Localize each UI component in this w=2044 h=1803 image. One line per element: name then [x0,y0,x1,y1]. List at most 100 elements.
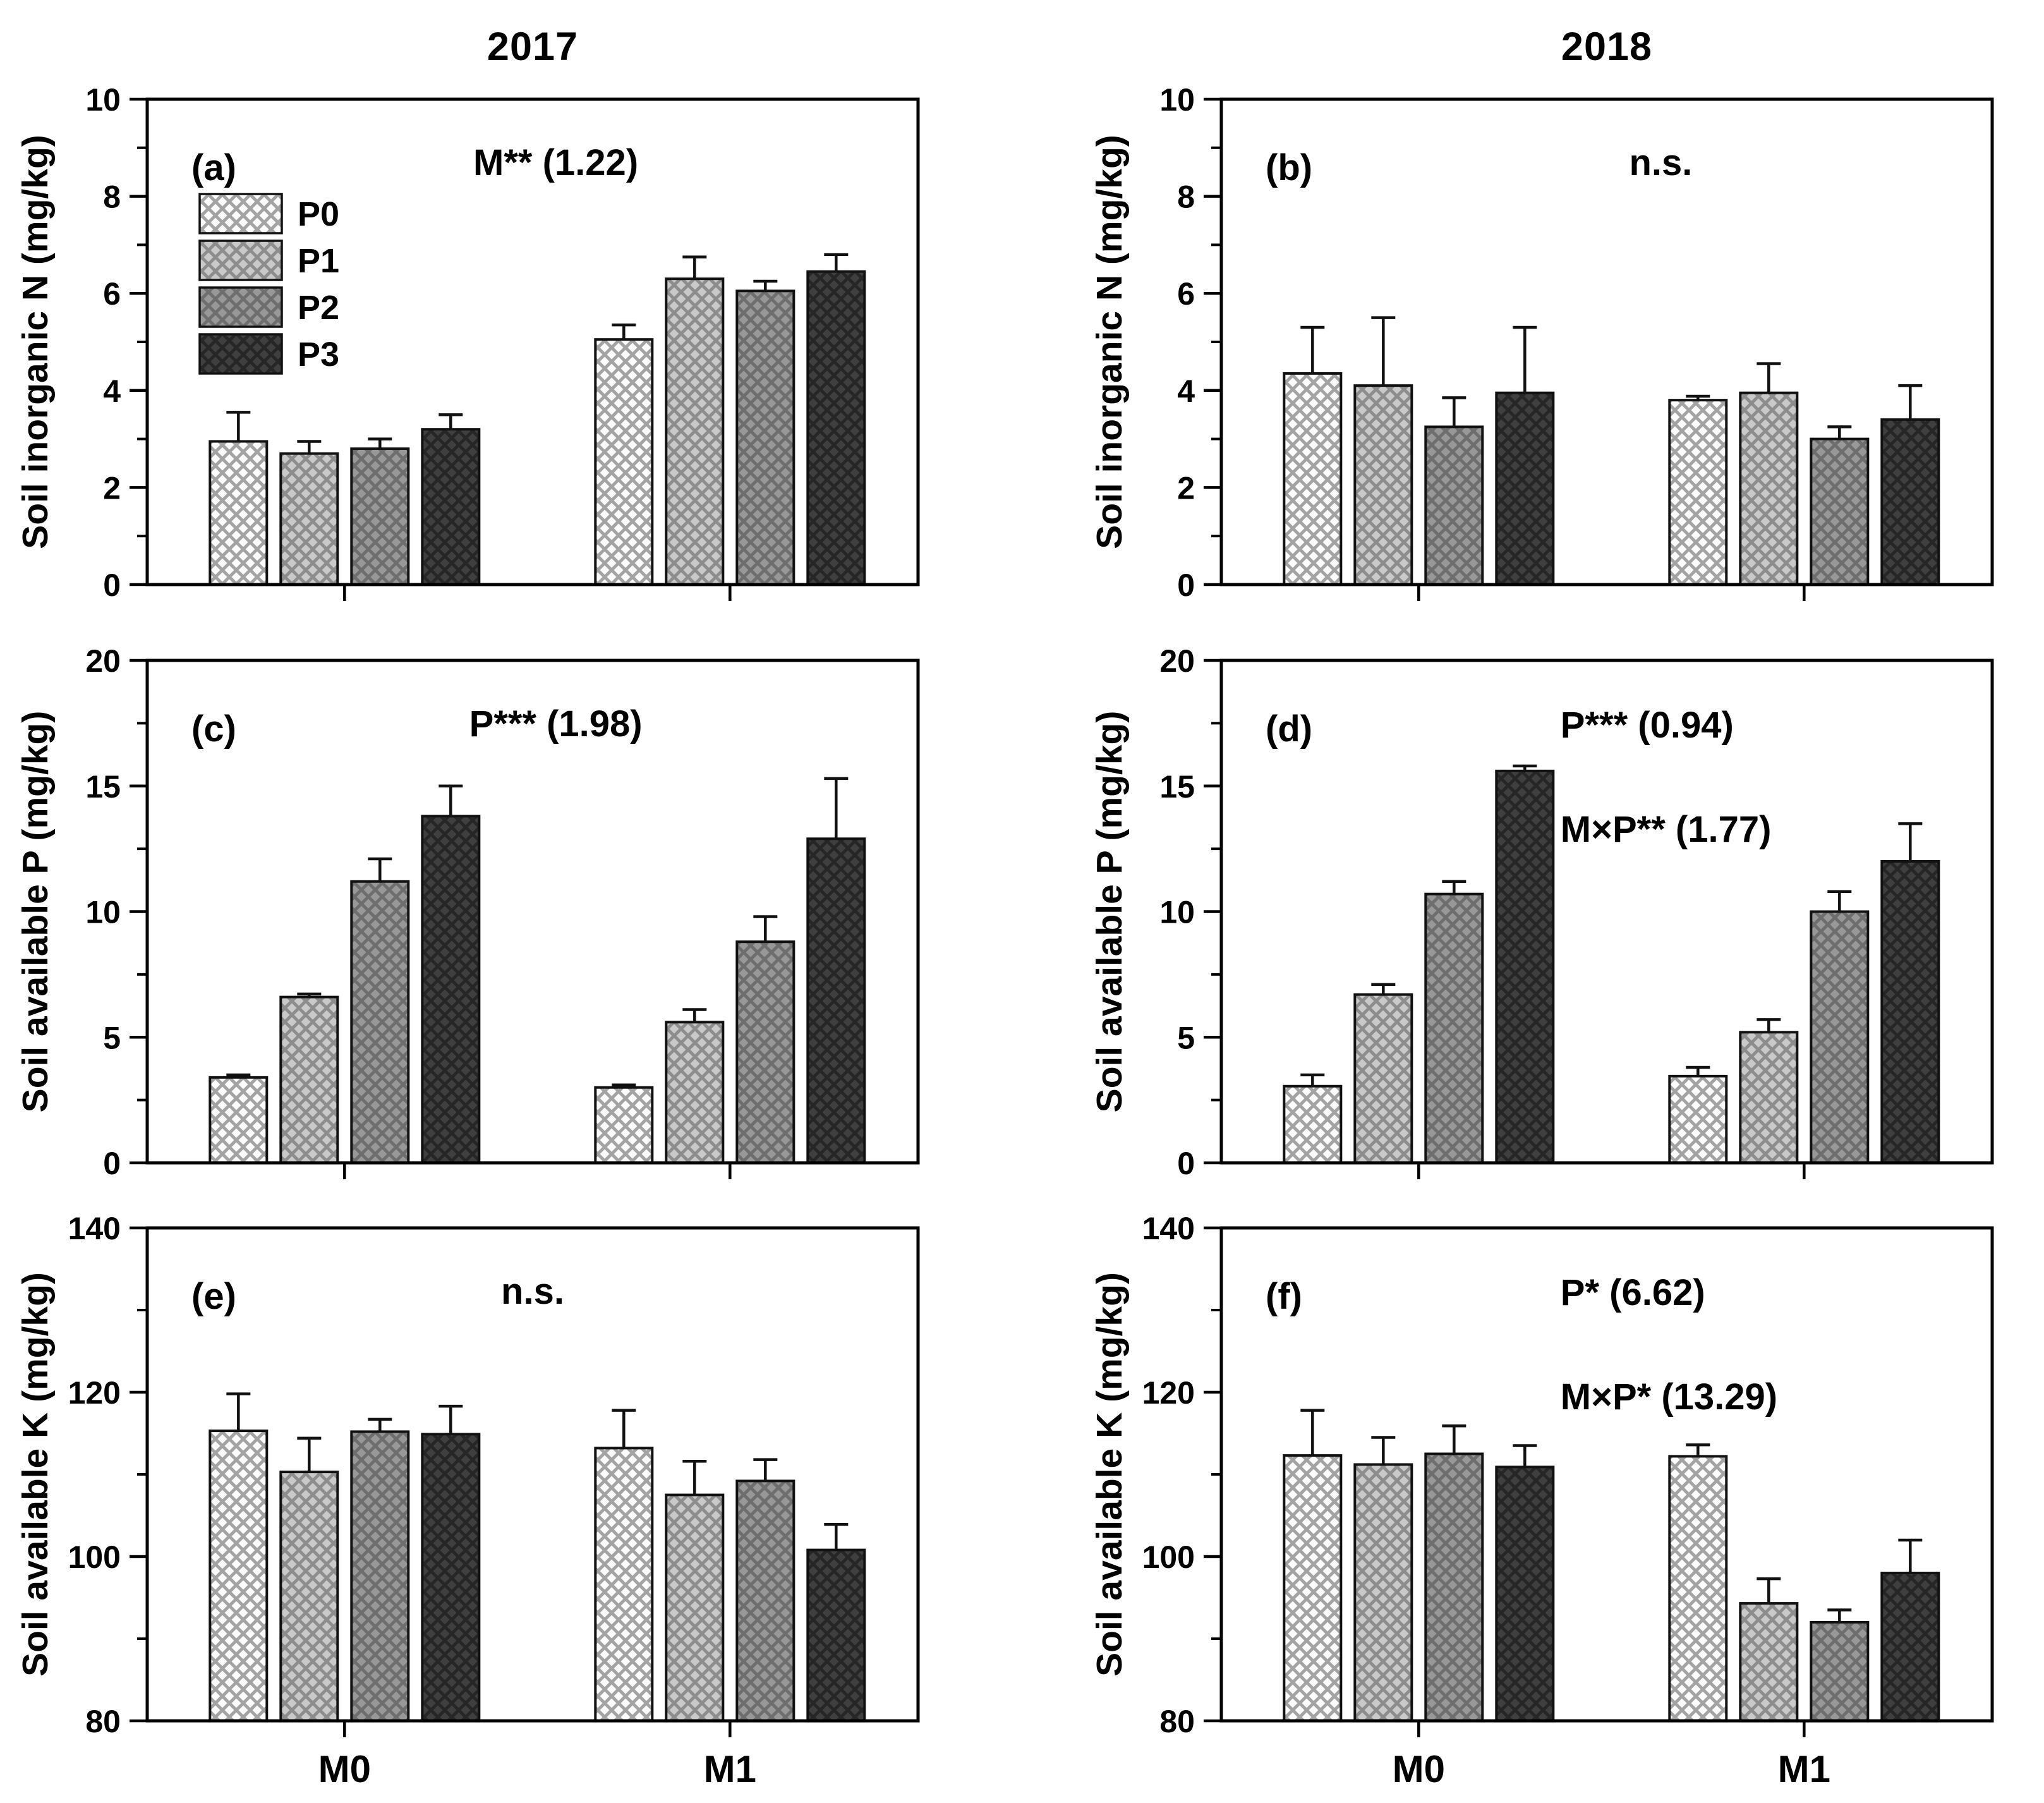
y-tick-label-c: 5 [103,1020,121,1055]
y-tick-label-d: 0 [1177,1146,1195,1181]
error-bar-b-M0-P0 [1300,325,1325,373]
bar-d-M1-P1 [1739,1031,1799,1165]
legend-swatch-P1 [198,240,283,281]
error-bar-b-M1-P2 [1827,425,1852,439]
error-bar-c-M0-P1 [297,992,322,997]
bar-d-M1-P2 [1810,910,1870,1164]
bar-a-M0-P3 [421,428,481,586]
bar-a-M0-P0 [209,440,269,586]
bar-b-M1-P1 [1739,391,1799,586]
legend-label-P1: P1 [298,242,339,280]
annotation-c: P*** (1.98) [469,703,643,744]
error-bar-a-M0-P0 [226,411,251,442]
error-bar-d-M1-P0 [1686,1065,1710,1076]
error-bar-a-M0-P1 [297,440,322,454]
error-bar-d-M0-P0 [1300,1073,1325,1086]
legend-label-P0: P0 [298,195,339,233]
bar-d-M0-P0 [1283,1084,1343,1164]
y-axis-label-c: Soil available P (mg/kg) [15,711,56,1113]
y-tick-label-c: 20 [85,643,121,679]
bar-d-M1-P3 [1880,860,1940,1164]
y-tick-label-d: 10 [1159,895,1195,930]
error-bar-e-M1-P1 [682,1459,707,1495]
error-bar-d-M1-P2 [1827,890,1852,912]
bar-b-M1-P0 [1668,399,1728,586]
panel-d: 0 5 10 15 20 Soil available P (mg/kg) (d) P*** … [1089,643,1994,1181]
bar-c-M0-P3 [421,815,481,1164]
error-bar-c-M1-P0 [612,1083,636,1088]
y-tick-label-f: 120 [1142,1375,1195,1411]
bar-c-M0-P0 [209,1076,269,1164]
bar-a-M1-P1 [665,277,725,586]
error-bar-f-M0-P3 [1513,1444,1537,1467]
error-bar-e-M0-P2 [368,1418,392,1432]
bar-e-M1-P3 [806,1548,866,1723]
bar-e-M1-P0 [594,1447,654,1722]
y-tick-label-f: 80 [1159,1704,1195,1739]
bar-d-M1-P0 [1668,1074,1728,1165]
bar-f-M0-P2 [1424,1452,1484,1722]
panel-e: 80 100 120 140 M0 M1 Soil available K (mg/kg) (… [15,1211,920,1790]
error-bar-e-M1-P0 [612,1409,636,1448]
annotation-d-line1: P*** (0.94) [1561,705,1734,746]
bar-a-M1-P0 [594,338,654,586]
bar-e-M1-P1 [665,1493,725,1722]
panel-letter-b: (b) [1266,147,1312,188]
bar-f-M0-P0 [1283,1454,1343,1723]
error-bar-c-M1-P1 [682,1008,707,1023]
error-bar-b-M0-P2 [1442,396,1466,427]
error-bar-c-M0-P3 [438,784,463,817]
bar-b-M1-P2 [1810,437,1870,586]
y-tick-label-e: 100 [68,1539,121,1575]
y-tick-label-e: 140 [68,1211,121,1246]
annotation-d-line2: M×P** (1.77) [1561,809,1772,850]
error-bar-f-M1-P1 [1757,1577,1781,1604]
panel-c: 0 5 10 15 20 Soil available P (mg/kg) (c) P*** … [15,643,920,1181]
y-tick-label-a: 4 [103,373,121,409]
error-bar-d-M0-P1 [1371,983,1396,995]
error-bar-e-M1-P3 [824,1523,849,1550]
error-bar-a-M1-P1 [682,255,707,279]
bar-a-M1-P2 [735,289,795,586]
y-tick-label-a: 8 [103,179,121,215]
annotation-f-line2: M×P* (13.29) [1561,1376,1777,1418]
bar-f-M1-P3 [1880,1572,1940,1722]
legend-label-P2: P2 [298,289,339,327]
bar-a-M0-P1 [279,452,339,586]
y-tick-label-a: 6 [103,276,121,312]
panel-a: 0 2 4 6 8 10 Soil inorganic N (mg/kg) (a) M** (1… [15,82,920,603]
y-tick-label-c: 15 [85,769,121,804]
x-category-label-M0: M0 [1393,1748,1445,1790]
bar-d-M0-P3 [1495,769,1555,1164]
y-tick-label-b: 2 [1177,470,1195,506]
bar-b-M0-P3 [1495,391,1555,586]
bar-b-M0-P0 [1283,372,1343,586]
bar-c-M0-P2 [350,880,410,1165]
legend-swatch-P2 [198,286,283,328]
column-title-2017: 2017 [487,25,579,69]
error-bar-b-M0-P1 [1371,316,1396,386]
error-bar-a-M1-P2 [753,279,778,291]
bar-a-M0-P2 [350,447,410,586]
y-axis-label-a: Soil inorganic N (mg/kg) [15,135,56,549]
y-tick-label-f: 140 [1142,1211,1195,1246]
legend-swatch-P0 [198,193,283,234]
error-bar-a-M1-P0 [612,323,636,340]
bar-a-M1-P3 [806,270,866,586]
bar-e-M1-P2 [735,1479,795,1722]
error-bar-c-M1-P2 [753,915,778,942]
panel-letter-a: (a) [191,147,236,188]
error-bar-f-M0-P2 [1442,1424,1466,1454]
y-tick-label-e: 120 [68,1375,121,1411]
error-bar-f-M1-P3 [1898,1538,1923,1573]
error-bar-b-M0-P3 [1513,325,1537,393]
y-tick-label-d: 5 [1177,1020,1195,1055]
y-tick-label-a: 2 [103,470,121,506]
panel-letter-d: (d) [1266,708,1312,750]
y-axis-label-b: Soil inorganic N (mg/kg) [1089,135,1130,549]
panel-letter-e: (e) [191,1276,236,1317]
bar-e-M0-P0 [209,1430,269,1723]
error-bar-b-M1-P1 [1757,362,1781,393]
